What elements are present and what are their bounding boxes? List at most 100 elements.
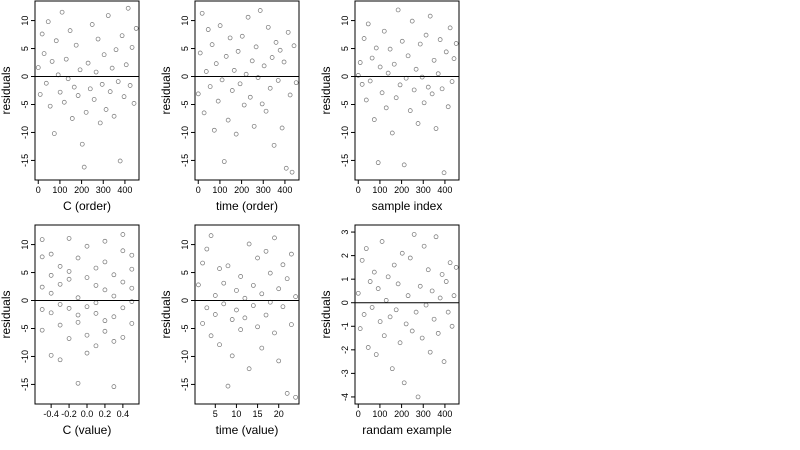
x-tick-label: 5 xyxy=(213,409,218,419)
data-point xyxy=(257,8,263,13)
plot-frame xyxy=(194,224,300,405)
data-point xyxy=(403,75,409,81)
data-point xyxy=(75,380,81,386)
data-point xyxy=(41,51,47,56)
data-point xyxy=(61,99,67,105)
data-point xyxy=(57,357,63,363)
data-point xyxy=(383,105,389,111)
data-point xyxy=(267,85,273,91)
y-tick-label: -5 xyxy=(340,100,350,108)
data-point xyxy=(129,252,135,258)
data-point xyxy=(221,301,227,307)
data-point xyxy=(93,283,99,288)
data-point xyxy=(39,284,45,290)
data-point xyxy=(287,92,293,98)
data-point xyxy=(84,304,90,310)
data-point xyxy=(57,264,63,269)
data-point xyxy=(48,251,54,257)
residual-panel-3: 0 100 200 300 400 -15 -10 -5 0 5 10 sample index res… xyxy=(319,0,460,213)
y-tick-label: 10 xyxy=(20,240,30,250)
data-point xyxy=(93,300,99,306)
data-point xyxy=(75,255,81,261)
data-point xyxy=(51,131,57,136)
data-point xyxy=(357,60,363,65)
data-point xyxy=(359,257,365,263)
data-point xyxy=(200,321,205,326)
data-point xyxy=(435,71,441,77)
data-point xyxy=(269,55,275,60)
data-point xyxy=(229,317,235,322)
data-point xyxy=(238,274,244,279)
data-point xyxy=(283,165,289,171)
data-point xyxy=(225,117,231,123)
y-tick-label: -5 xyxy=(180,324,190,332)
y-tick-label: 0 xyxy=(180,74,190,79)
data-point xyxy=(197,50,203,56)
data-point xyxy=(242,315,248,321)
data-point xyxy=(215,98,221,104)
data-point xyxy=(120,279,126,285)
y-tick-label: 5 xyxy=(180,46,190,51)
data-point xyxy=(255,75,261,80)
data-point xyxy=(427,349,433,355)
data-point xyxy=(280,304,286,310)
y-tick-label: -3 xyxy=(340,369,350,377)
data-point xyxy=(201,110,207,116)
data-point xyxy=(379,239,385,244)
residual-panel-5: 5 10 15 20 -15 -10 -5 0 5 10 time (value) residuals xyxy=(159,224,300,437)
data-point xyxy=(419,74,425,80)
x-tick-label: 300 xyxy=(96,185,111,195)
data-point xyxy=(84,332,90,338)
data-point xyxy=(208,333,214,339)
data-point xyxy=(57,322,63,328)
data-point xyxy=(217,23,223,28)
x-tick-label: 200 xyxy=(74,185,89,195)
data-point xyxy=(397,340,403,346)
data-point xyxy=(284,391,290,396)
data-point xyxy=(85,60,91,66)
data-point xyxy=(93,69,99,75)
y-tick-label: -4 xyxy=(340,393,350,401)
data-point xyxy=(425,267,431,273)
data-point xyxy=(401,380,407,386)
data-point xyxy=(439,86,445,92)
x-tick-label: 0 xyxy=(36,185,41,195)
data-point xyxy=(43,80,49,86)
data-point xyxy=(451,293,457,299)
data-point xyxy=(107,89,113,94)
data-point xyxy=(355,290,361,296)
data-point xyxy=(399,38,405,44)
data-point xyxy=(66,276,72,282)
data-point xyxy=(237,81,243,87)
data-point xyxy=(234,288,239,293)
data-point xyxy=(365,21,371,27)
data-point xyxy=(83,109,89,115)
data-point xyxy=(129,285,135,291)
data-point xyxy=(39,31,45,37)
data-point xyxy=(247,94,253,100)
data-point xyxy=(441,359,447,364)
data-point xyxy=(119,33,125,39)
data-point xyxy=(111,293,117,299)
data-point xyxy=(273,40,279,45)
data-point xyxy=(387,314,393,320)
data-point xyxy=(75,319,81,325)
data-point xyxy=(415,121,421,126)
data-point xyxy=(421,243,427,249)
data-point xyxy=(393,95,399,101)
x-tick-label: 400 xyxy=(437,185,452,195)
data-point xyxy=(429,288,435,294)
data-point xyxy=(127,83,133,88)
data-point xyxy=(212,293,218,298)
residual-panel-2: 0 100 200 300 400 -15 -10 -5 0 5 10 time (order) res… xyxy=(159,0,300,213)
data-point xyxy=(39,307,45,312)
data-point xyxy=(381,333,387,339)
data-point xyxy=(77,67,83,73)
y-tick-label: -15 xyxy=(20,378,30,391)
data-point xyxy=(284,276,290,282)
y-tick-label: 0 xyxy=(180,298,190,303)
data-point xyxy=(413,66,419,72)
x-axis-title: sample index xyxy=(372,199,443,213)
plot-frame xyxy=(194,0,300,181)
data-point xyxy=(253,44,259,50)
